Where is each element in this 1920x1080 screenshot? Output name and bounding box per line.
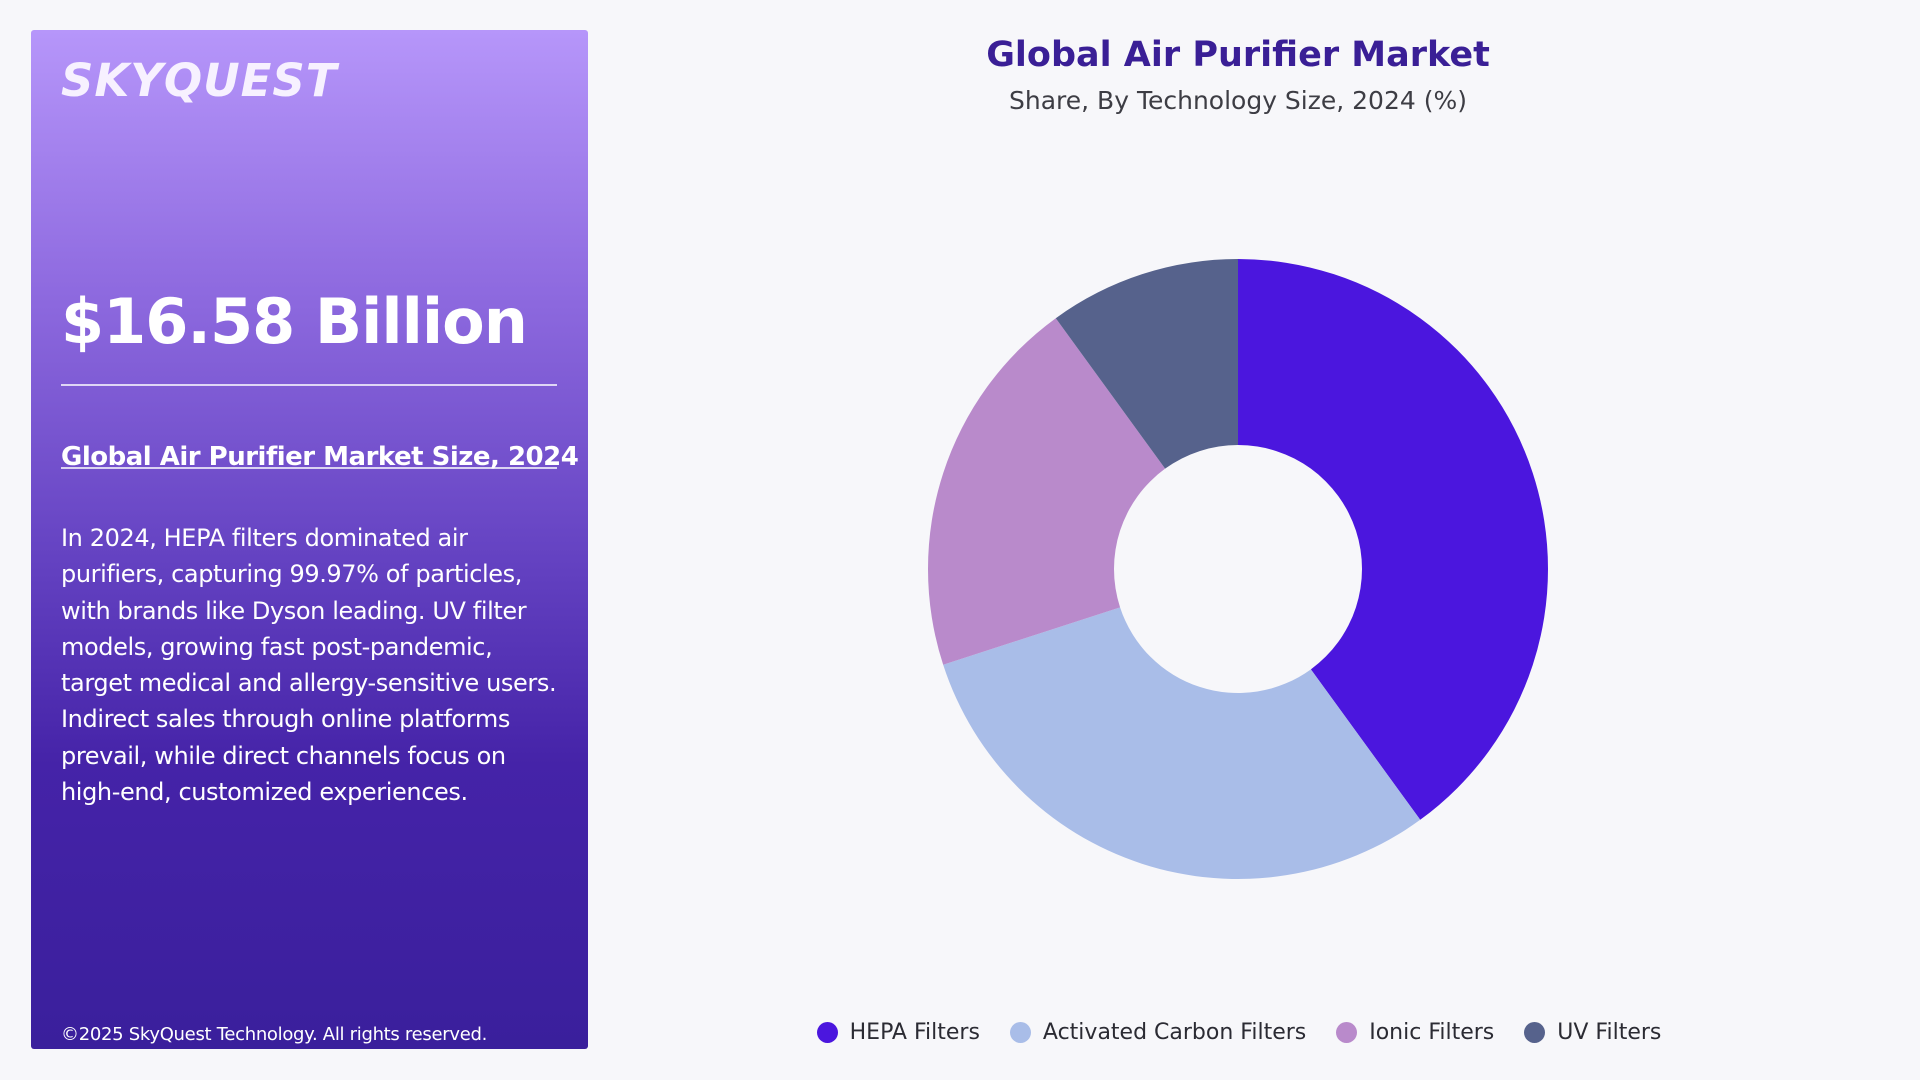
divider-bottom (61, 467, 557, 469)
copyright-notice: ©2025 SkyQuest Technology. All rights re… (61, 1024, 488, 1045)
slice-hepa-filters (1238, 259, 1549, 820)
slice-uv-filters (1055, 259, 1238, 469)
divider-top (61, 384, 557, 386)
slice-ionic-filters (927, 318, 1166, 665)
chart-subtitle: Share, By Technology Size, 2024 (%) (1009, 86, 1467, 115)
legend-swatch (1524, 1022, 1546, 1043)
legend-label: Activated Carbon Filters (1042, 1020, 1307, 1045)
legend-item: Activated Carbon Filters (1009, 1020, 1307, 1045)
legend-swatch (1336, 1022, 1358, 1043)
chart-legend: HEPA Filters Activated Carbon Filters Ioni… (0, 1020, 1920, 1045)
legend-item: Ionic Filters (1336, 1020, 1494, 1045)
chart-title: Global Air Purifier Market (986, 35, 1490, 75)
market-size-value: $16.58 Billion (61, 285, 528, 358)
legend-item: HEPA Filters (816, 1020, 980, 1045)
legend-label: UV Filters (1557, 1020, 1662, 1045)
legend-swatch (816, 1022, 838, 1043)
legend-swatch (1009, 1022, 1031, 1043)
legend-label: Ionic Filters (1369, 1020, 1495, 1045)
skyquest-logo: SKYQUEST (61, 54, 338, 107)
market-description: In 2024, HEPA filters dominated air puri… (61, 524, 557, 807)
legend-label: HEPA Filters (849, 1020, 980, 1045)
legend-item: UV Filters (1524, 1020, 1661, 1045)
summary-panel: SKYQUEST $16.58 Billion Global Air Purif… (31, 30, 588, 1049)
slice-activated-carbon-filters (943, 607, 1421, 879)
